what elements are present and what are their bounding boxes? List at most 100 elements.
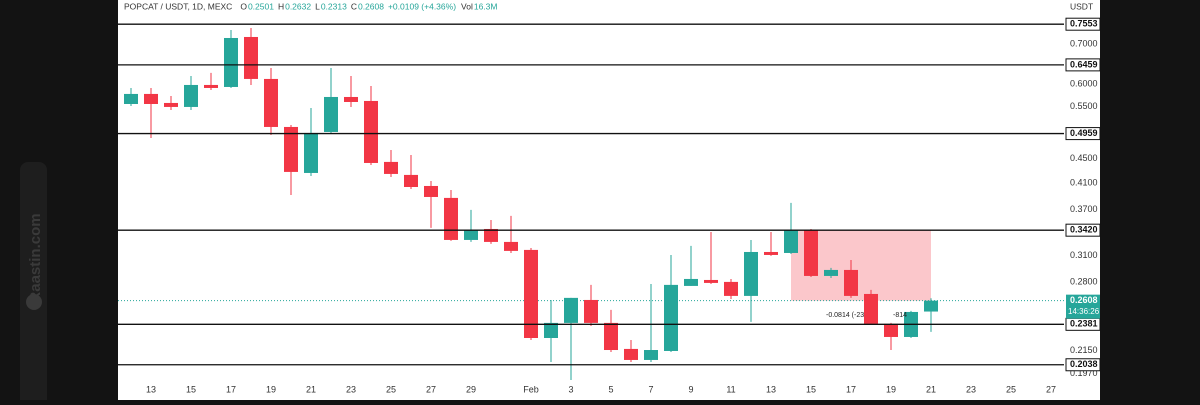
candle-body <box>884 323 898 337</box>
candle-body <box>424 185 438 197</box>
candle-body <box>744 251 758 296</box>
x-tick-label: 17 <box>846 384 856 394</box>
candle-body <box>684 278 698 286</box>
ohlc-value: 0.2632 <box>285 1 311 11</box>
ohlc-label: C <box>351 1 357 11</box>
candle-body <box>364 100 378 163</box>
level-label: 0.7553 <box>1070 19 1098 29</box>
level-label-box <box>1065 58 1101 72</box>
candle-body <box>264 78 278 127</box>
ohlc-value: 0.2313 <box>321 1 347 11</box>
candle-body <box>704 279 718 283</box>
measure-label: -0.0814 (-23 <box>826 312 864 319</box>
x-tick-label: 21 <box>306 384 316 394</box>
level-label-box <box>1065 17 1101 31</box>
ohlc-label: H <box>278 1 284 11</box>
last-price-box <box>1066 294 1100 319</box>
candle-body <box>924 300 938 312</box>
x-tick-label: 7 <box>648 384 653 394</box>
header: POPCAT / USDT, 1D, MEXC O 0.2501 H 0.2632 L 0… <box>124 1 497 11</box>
y-tick-label: 0.5500 <box>1070 101 1098 111</box>
candle-body <box>164 102 178 107</box>
ohlc-label: O <box>240 1 247 11</box>
candle-body <box>404 174 418 187</box>
axis-unit: USDT <box>1070 1 1093 11</box>
candle-body <box>284 126 298 172</box>
x-tick-label: 19 <box>266 384 276 394</box>
candle-body <box>724 281 738 296</box>
level-label-box <box>1065 223 1101 237</box>
candle-body <box>844 269 858 296</box>
x-tick-label: 15 <box>186 384 196 394</box>
level-label: 0.3420 <box>1070 225 1098 235</box>
y-tick-label: 0.4500 <box>1070 153 1098 163</box>
x-tick-label: 23 <box>966 384 976 394</box>
candle-body <box>444 197 458 240</box>
x-tick-label: 27 <box>1046 384 1056 394</box>
candle-body <box>564 297 578 323</box>
level-label: 0.2038 <box>1070 359 1098 369</box>
volume: 16.3M <box>474 1 498 11</box>
x-tick-label: 13 <box>766 384 776 394</box>
symbol: POPCAT / USDT, 1D, MEXC <box>124 1 232 11</box>
y-tick-label: 0.1970 <box>1070 368 1098 378</box>
measure-label-end: -814 <box>893 312 907 319</box>
x-tick-label: 15 <box>806 384 816 394</box>
candle-body <box>244 36 258 79</box>
candle-body <box>764 251 778 255</box>
candle-body <box>344 96 358 102</box>
candle-body <box>384 161 398 174</box>
ohlc-label: L <box>315 1 320 11</box>
y-tick-label: 0.2800 <box>1070 277 1098 287</box>
level-label: 0.4959 <box>1070 128 1098 138</box>
candle-body <box>804 229 818 276</box>
x-tick-label: 17 <box>226 384 236 394</box>
y-tick-label: 0.2150 <box>1070 345 1098 355</box>
candle-body <box>464 229 478 240</box>
volume-label: Vol <box>461 1 473 11</box>
candle-body <box>824 269 838 276</box>
y-tick-label: 0.4100 <box>1070 177 1098 187</box>
candle-body <box>784 229 798 253</box>
y-tick-label: 0.6000 <box>1070 78 1098 88</box>
x-tick-label: 9 <box>688 384 693 394</box>
candle-body <box>144 93 158 104</box>
x-tick-label: 5 <box>608 384 613 394</box>
candle-body <box>604 322 618 351</box>
x-tick-label: 27 <box>426 384 436 394</box>
candle-body <box>484 228 498 242</box>
candle-body <box>504 241 518 251</box>
candle-body <box>324 96 338 132</box>
x-tick-label: 25 <box>386 384 396 394</box>
y-tick-label: 0.3100 <box>1070 250 1098 260</box>
candle-body <box>584 299 598 323</box>
level-label: 0.6459 <box>1070 59 1098 69</box>
candle-body <box>224 37 238 87</box>
countdown: 14:36:26 <box>1068 307 1100 316</box>
candle-body <box>184 84 198 107</box>
change: +0.0109 (+4.36%) <box>388 1 456 11</box>
x-tick-label: 3 <box>568 384 573 394</box>
candle-body <box>664 284 678 351</box>
candle-body <box>304 132 318 173</box>
level-label: 0.2381 <box>1070 319 1098 329</box>
level-label-box <box>1065 358 1101 372</box>
y-tick-label: 0.3700 <box>1070 204 1098 214</box>
ohlc-value: 0.2608 <box>358 1 384 11</box>
candle-body <box>544 322 558 338</box>
x-tick-label: 11 <box>726 384 735 394</box>
x-tick-label: 29 <box>466 384 476 394</box>
ohlc-value: 0.2501 <box>248 1 274 11</box>
candle-body <box>864 293 878 324</box>
last-price-label: 0.2608 <box>1070 295 1098 305</box>
level-label-box <box>1065 127 1101 141</box>
candle-body <box>524 249 538 338</box>
y-tick-label: 0.7000 <box>1070 38 1098 48</box>
candle-body <box>644 350 658 360</box>
watermark-icon <box>26 294 42 310</box>
watermark: Raastin.com <box>27 213 44 302</box>
candle-body <box>124 93 138 104</box>
candle-body <box>204 84 218 88</box>
watermark-badge <box>20 162 47 405</box>
